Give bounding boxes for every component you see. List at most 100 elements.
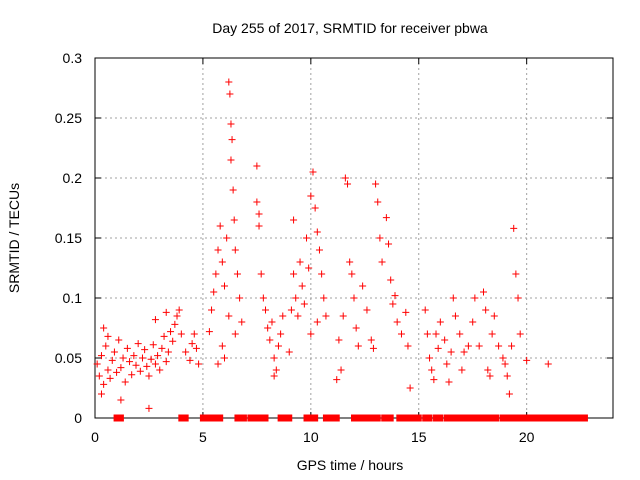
y-tick-label: 0.15 — [55, 230, 82, 246]
zero-value-points — [178, 414, 189, 422]
zero-value-points — [247, 414, 269, 422]
data-point — [228, 136, 236, 144]
zero-value-points — [396, 414, 422, 422]
data-point — [212, 270, 220, 278]
data-point — [369, 344, 377, 352]
data-point — [469, 318, 477, 326]
data-point — [333, 376, 341, 384]
data-point — [456, 330, 464, 338]
data-point — [255, 222, 263, 230]
data-point — [160, 332, 168, 340]
y-tick-label: 0.1 — [63, 290, 83, 306]
zero-value-points — [303, 414, 319, 422]
data-point — [93, 360, 101, 368]
data-point — [145, 404, 153, 412]
data-point — [434, 344, 442, 352]
data-point — [510, 224, 518, 232]
data-point — [136, 367, 144, 375]
data-point — [221, 282, 228, 290]
data-point — [484, 366, 492, 374]
data-point — [169, 337, 177, 345]
data-point — [108, 356, 116, 364]
data-point — [226, 90, 234, 98]
data-point — [464, 342, 472, 350]
x-tick-labels: 0 5 10 15 20 — [91, 429, 535, 445]
zero-value-points — [277, 414, 293, 422]
data-point — [367, 336, 375, 344]
zero-value-points — [433, 414, 444, 422]
data-point — [480, 288, 487, 296]
data-point — [175, 306, 183, 314]
data-point — [268, 318, 276, 326]
data-point — [423, 330, 431, 338]
data-point — [229, 186, 237, 194]
data-point — [318, 270, 326, 278]
y-tick-labels: 0 0.05 0.1 0.15 0.2 0.25 0.3 — [55, 50, 82, 426]
data-point — [100, 380, 108, 388]
data-point — [544, 360, 552, 368]
data-point — [445, 378, 453, 386]
y-tick-label: 0.3 — [63, 50, 83, 66]
data-point — [300, 300, 308, 308]
data-point — [458, 366, 466, 374]
data-point — [259, 294, 267, 302]
y-tick-label: 0.25 — [55, 110, 82, 126]
data-point — [231, 246, 239, 254]
data-point — [495, 342, 503, 350]
data-point — [421, 306, 429, 314]
zero-value-points — [199, 414, 224, 422]
data-point — [121, 378, 129, 386]
data-point — [154, 352, 162, 360]
data-point — [190, 330, 198, 338]
y-tick-label: 0 — [74, 410, 82, 426]
data-point — [313, 318, 321, 326]
data-point — [123, 344, 131, 352]
data-marks — [93, 78, 588, 422]
data-point — [348, 270, 356, 278]
data-point — [430, 376, 438, 384]
zero-value-points — [322, 414, 340, 422]
data-point — [192, 344, 200, 352]
data-point — [151, 316, 159, 324]
x-tick-label: 15 — [411, 429, 427, 445]
zero-value-points — [474, 414, 500, 422]
data-point — [292, 294, 300, 302]
data-point — [97, 390, 105, 398]
data-point — [447, 348, 455, 356]
data-point — [255, 210, 263, 218]
data-point — [145, 372, 153, 380]
data-point — [162, 358, 170, 366]
data-point — [186, 356, 194, 364]
data-point — [499, 354, 507, 362]
data-point — [471, 294, 479, 302]
data-point — [210, 288, 218, 296]
data-point — [490, 312, 498, 320]
data-point — [428, 366, 436, 374]
zero-value-points — [499, 414, 588, 422]
data-point — [132, 361, 140, 369]
data-point — [233, 270, 241, 278]
data-point — [230, 216, 238, 224]
data-point — [475, 342, 483, 350]
data-point — [231, 330, 239, 338]
data-point — [117, 396, 125, 404]
data-point — [307, 330, 315, 338]
data-point — [117, 364, 125, 372]
data-point — [387, 276, 395, 284]
data-point — [270, 372, 278, 380]
data-point — [110, 348, 118, 356]
data-point — [290, 216, 298, 224]
data-point — [441, 336, 449, 344]
data-point — [214, 360, 222, 368]
data-point — [257, 270, 265, 278]
data-point — [307, 192, 315, 200]
data-point — [126, 358, 134, 366]
zero-value-points — [234, 414, 247, 422]
data-point — [406, 384, 414, 392]
data-point — [104, 332, 112, 340]
data-point — [391, 292, 399, 300]
data-point — [350, 294, 358, 302]
data-point — [225, 78, 233, 86]
data-point — [298, 282, 306, 290]
data-point — [303, 234, 311, 242]
